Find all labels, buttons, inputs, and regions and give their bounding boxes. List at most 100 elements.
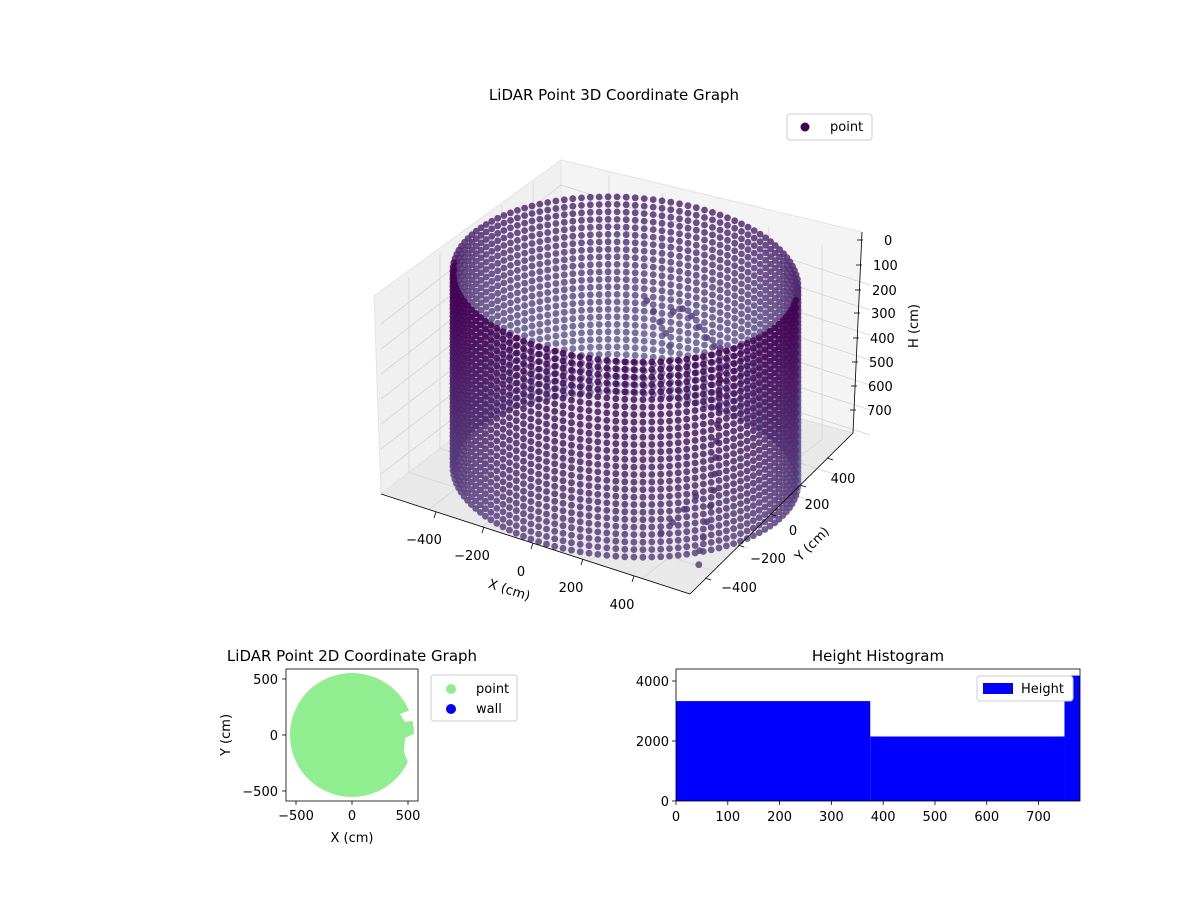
lidar-point <box>749 374 757 382</box>
lidar-point <box>684 344 692 352</box>
lidar-point <box>576 398 584 406</box>
lidar-point <box>560 286 568 294</box>
lidar-point <box>576 465 584 473</box>
lidar-point <box>761 361 769 368</box>
lidar-point <box>472 370 480 377</box>
lidar-point <box>482 236 490 243</box>
lidar-point <box>640 330 648 337</box>
lidar-point <box>499 448 507 456</box>
lidar-point <box>750 234 758 242</box>
lidar-point <box>520 487 527 495</box>
lidar-point <box>543 488 550 495</box>
lidar-point <box>586 223 594 231</box>
lidar-point <box>709 269 716 276</box>
lidar-point <box>639 508 647 516</box>
lidar-point <box>756 298 764 306</box>
point-cloud <box>449 193 802 569</box>
lidar-point <box>520 442 527 450</box>
lidar-point <box>500 294 508 302</box>
lidar-point <box>692 279 700 287</box>
lidar-point <box>559 387 567 395</box>
lidar-point <box>528 202 536 210</box>
legend-entry: point <box>830 120 863 135</box>
lidar-point <box>716 241 724 249</box>
lidar-point <box>487 426 495 434</box>
lidar-point <box>552 205 560 212</box>
lidar-point <box>527 505 535 513</box>
lidar-point <box>482 266 490 273</box>
lidar-point <box>648 403 656 411</box>
lidar-point <box>552 250 560 257</box>
lidar-point <box>622 313 630 321</box>
lidar-point <box>472 325 480 332</box>
lidar-point <box>594 513 602 521</box>
lidar-point <box>520 405 527 413</box>
lidar-point <box>639 396 647 404</box>
lidar-point <box>585 392 593 400</box>
lidar-point <box>535 410 542 418</box>
lidar-point <box>692 204 700 212</box>
lidar-point <box>762 234 769 242</box>
histogram-bars <box>676 675 1080 801</box>
lidar-point <box>666 515 673 522</box>
lidar-point <box>560 278 568 286</box>
lidar-point <box>507 307 514 314</box>
lidar-point <box>701 311 708 319</box>
lidar-point <box>684 239 692 247</box>
lidar-point <box>749 494 757 502</box>
lidar-point <box>552 332 560 340</box>
lidar-point <box>715 439 723 447</box>
lidar-point <box>744 223 752 231</box>
lidar-point <box>743 467 751 475</box>
lidar-point <box>743 355 751 362</box>
lidar-point <box>578 194 585 202</box>
lidar-point <box>612 477 620 485</box>
lidar-point <box>477 389 484 396</box>
lidar-point <box>507 217 514 224</box>
lidar-point <box>630 418 638 426</box>
lidar-point <box>535 380 542 388</box>
lidar-point <box>771 369 779 377</box>
lidar-point <box>493 415 501 422</box>
lidar-point <box>631 216 639 224</box>
lidar-point <box>578 322 585 329</box>
z-tick-label: 100 <box>873 259 898 274</box>
lidar-point <box>723 400 730 407</box>
lidar-point <box>578 232 585 239</box>
lidar-point <box>771 414 779 422</box>
lidar-point <box>622 328 630 336</box>
lidar-point <box>657 418 665 426</box>
chart-2d: LiDAR Point 2D Coordinate Graph −500 0 5… <box>219 647 518 846</box>
lidar-point <box>499 335 507 343</box>
lidar-point <box>730 397 737 405</box>
lidar-point <box>716 271 724 279</box>
lidar-point <box>613 321 621 328</box>
lidar-point <box>640 202 648 210</box>
lidar-point <box>477 411 484 419</box>
lidar-point <box>576 360 584 368</box>
lidar-point <box>521 234 528 242</box>
lidar-point <box>477 456 484 464</box>
lidar-point <box>692 286 700 294</box>
lidar-point <box>639 478 647 486</box>
lidar-point <box>535 515 542 523</box>
z-tick-label: 600 <box>868 380 893 395</box>
lidar-point <box>544 229 552 236</box>
lidar-point <box>676 275 683 283</box>
lidar-point <box>560 218 568 226</box>
lidar-point <box>472 505 480 512</box>
lidar-point <box>766 470 774 478</box>
lidar-point <box>749 359 757 367</box>
lidar-point <box>488 262 496 270</box>
lidar-point <box>472 362 480 370</box>
lidar-point <box>674 446 682 454</box>
lidar-point <box>551 520 559 528</box>
lidar-point <box>569 315 577 323</box>
lidar-point <box>674 491 682 499</box>
lidar-point <box>723 377 730 385</box>
lidar-point <box>560 256 568 264</box>
lidar-point <box>761 368 769 376</box>
lidar-point <box>699 375 707 383</box>
lidar-point <box>701 214 708 221</box>
lidar-point <box>613 306 621 313</box>
